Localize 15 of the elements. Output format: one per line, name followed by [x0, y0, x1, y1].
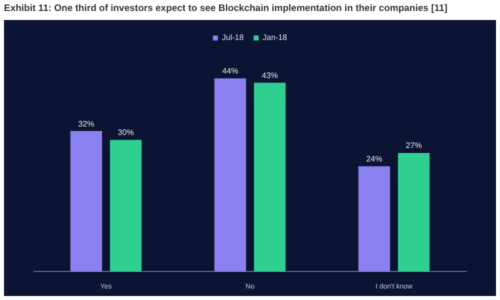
data-label: 44%	[222, 66, 238, 76]
legend-label: Jan-18	[262, 33, 288, 42]
bar	[214, 78, 246, 272]
bar	[70, 131, 102, 272]
data-label: 30%	[118, 128, 134, 138]
bar	[254, 82, 286, 272]
data-label: 32%	[78, 119, 94, 128]
bar	[110, 140, 142, 272]
data-label: 27%	[406, 141, 422, 150]
chart-title: Exhibit 11: One third of investors expect to see Blockchain implementation in their companies [11]	[3, 2, 448, 16]
bar	[398, 153, 430, 272]
legend-label: Jul-18	[222, 33, 244, 42]
bar	[358, 166, 390, 272]
data-label: 24%	[366, 154, 382, 164]
data-label: 43%	[262, 70, 278, 80]
